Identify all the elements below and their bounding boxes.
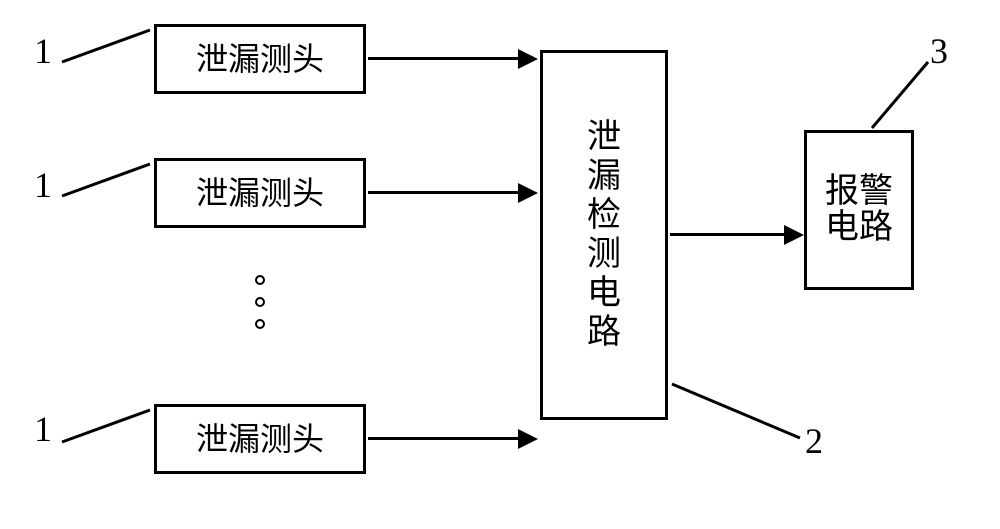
callout-1c: 1 [34,408,52,450]
arrow-sensor2-detect [368,191,518,194]
detect-char-1: 泄 [587,118,621,157]
leader-1b [62,164,150,196]
detect-char-5: 电 [587,274,621,313]
sensor-box-3: 泄漏测头 [154,404,366,474]
detect-char-4: 测 [587,235,621,274]
leader-3 [872,62,928,128]
dot-icon [255,275,265,285]
arrow-head-icon [518,49,538,69]
alarm-circuit-label: 报警 电路 [825,174,893,245]
sensor-box-2: 泄漏测头 [154,158,366,228]
arrow-head-icon [784,225,804,245]
detect-char-6: 路 [587,313,621,352]
callout-1a: 1 [34,30,52,72]
detect-char-3: 检 [587,196,621,235]
dot-icon [255,319,265,329]
arrow-head-icon [518,429,538,449]
leader-1a [62,30,150,62]
dot-icon [255,297,265,307]
ellipsis-dots [255,275,265,329]
detect-char-2: 漏 [587,157,621,196]
callout-3: 3 [930,30,948,72]
alarm-row-2: 电路 [825,210,893,246]
detection-circuit-box: 泄 漏 检 测 电 路 [540,50,668,420]
sensor-label-3: 泄漏测头 [196,420,324,458]
leader-1c [62,410,150,442]
callout-1b: 1 [34,164,52,206]
detection-circuit-label: 泄 漏 检 测 电 路 [587,118,621,353]
arrow-detect-alarm [670,233,784,236]
sensor-label-2: 泄漏测头 [196,174,324,212]
arrow-sensor1-detect [368,57,518,60]
sensor-box-1: 泄漏测头 [154,24,366,94]
callout-2: 2 [805,420,823,462]
alarm-circuit-box: 报警 电路 [804,130,914,290]
leader-2 [672,384,800,438]
arrow-sensor3-detect [368,437,518,440]
sensor-label-1: 泄漏测头 [196,40,324,78]
arrow-head-icon [518,183,538,203]
alarm-row-1: 报警 [825,174,893,210]
